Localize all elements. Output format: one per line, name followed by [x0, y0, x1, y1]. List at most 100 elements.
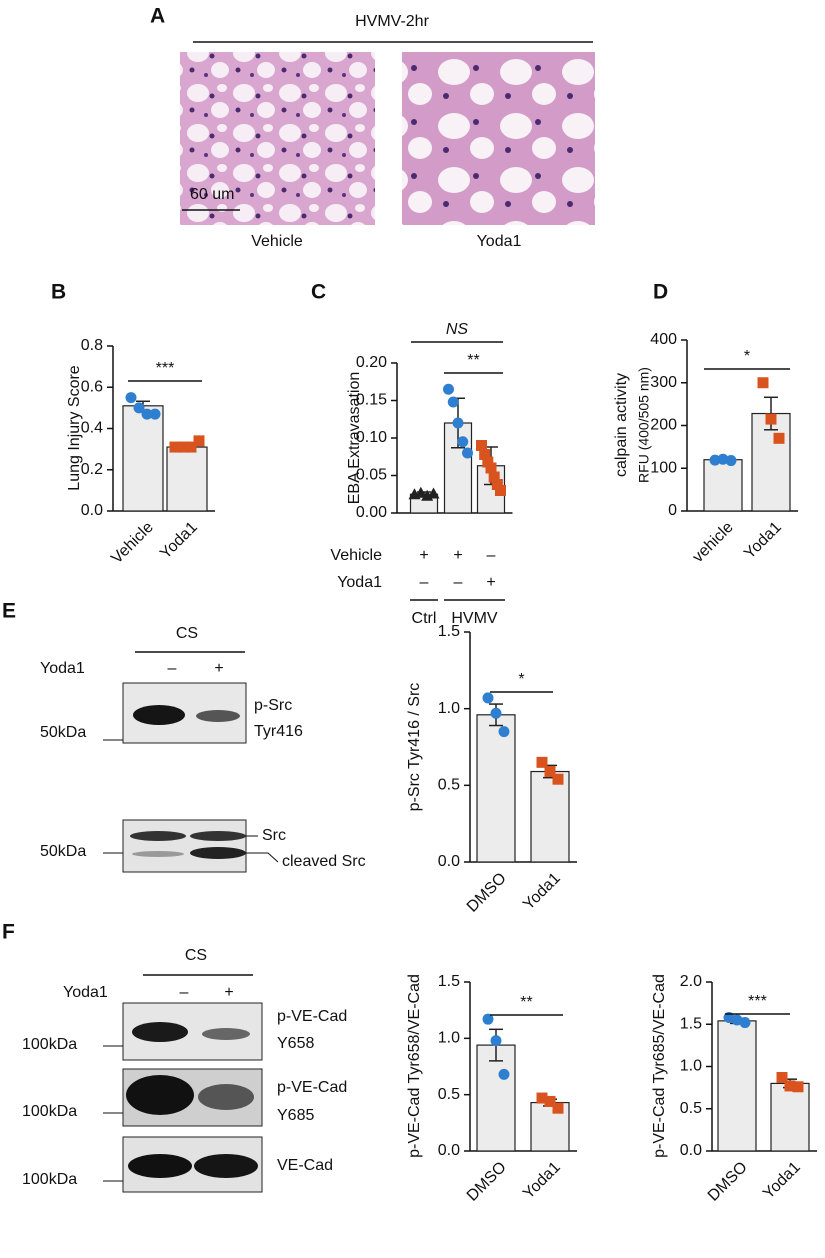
bar	[122, 405, 164, 512]
band	[190, 831, 246, 841]
data-point	[447, 396, 459, 408]
bar	[530, 770, 570, 863]
blot-sign: +	[214, 660, 223, 677]
data-point	[552, 1102, 564, 1114]
data-point	[427, 487, 440, 499]
y-tick-label: 1.0	[438, 1030, 460, 1047]
condition-sign: –	[420, 574, 429, 591]
data-point	[457, 436, 469, 448]
y-tick-label: 0.0	[81, 502, 103, 519]
data-point	[739, 1017, 751, 1029]
image-label: Vehicle	[251, 233, 303, 250]
significance-label: *	[744, 348, 750, 365]
blot-treatment: Yoda1	[63, 984, 108, 1001]
panel-label: A	[150, 5, 165, 28]
data-point	[552, 773, 564, 785]
panel-label: B	[51, 281, 66, 304]
y-axis-label: calpain activity	[613, 373, 630, 477]
y-tick-label: 300	[650, 374, 677, 391]
y-axis-label: p-VE-Cad Tyr658/VE-Cad	[406, 974, 423, 1158]
data-point	[536, 756, 548, 768]
y-tick-label: 1.5	[438, 973, 460, 990]
significance-label: NS	[446, 321, 469, 338]
y-tick-label: 1.0	[438, 700, 460, 717]
band-label: cleaved Src	[282, 853, 366, 870]
bar	[770, 1082, 810, 1152]
band	[132, 851, 184, 857]
data-point	[482, 1013, 494, 1025]
data-point	[490, 1035, 502, 1047]
data-point	[479, 449, 491, 460]
y-tick-label: 0.0	[438, 1142, 460, 1159]
y-tick-label: 0.2	[81, 461, 103, 478]
significance-label: *	[518, 671, 524, 688]
data-point	[709, 454, 721, 466]
band	[132, 1022, 188, 1042]
x-tick-label: Vehicle	[108, 519, 157, 568]
data-point	[462, 447, 473, 459]
histology-image	[402, 52, 595, 225]
blot-header: CS	[176, 625, 198, 642]
y-tick-label: 0.15	[356, 392, 387, 409]
band-label: Src	[262, 827, 286, 844]
x-tick-label: Yoda1	[760, 1159, 804, 1203]
bar	[476, 714, 516, 863]
band	[130, 831, 186, 841]
y-tick-label: 0.20	[356, 354, 387, 371]
y-axis-label: p-VE-Cad Tyr685/VE-Cad	[651, 974, 668, 1158]
data-point	[177, 441, 189, 453]
y-axis-label: EBA Extravasation	[346, 372, 363, 505]
histology-image	[180, 52, 375, 225]
band-label: VE-Cad	[277, 1157, 333, 1174]
data-point	[141, 408, 153, 420]
data-point	[792, 1081, 804, 1093]
data-point	[490, 707, 502, 719]
y-tick-label: 2.0	[680, 973, 702, 990]
band	[190, 847, 246, 859]
histology-title: HVMV-2hr	[355, 13, 429, 30]
x-tick-label: DMSO	[705, 1159, 751, 1205]
data-point	[443, 383, 454, 395]
band	[126, 1075, 194, 1115]
y-tick-label: 1.5	[680, 1015, 702, 1032]
x-tick-label: vehicle	[690, 519, 737, 566]
data-point	[498, 1068, 510, 1080]
data-point	[536, 1092, 548, 1104]
y-axis-label: p-Src Tyr416 / Src	[406, 683, 423, 812]
y-tick-label: 1.5	[438, 623, 460, 640]
y-axis-label: Lung Injury Score	[66, 365, 83, 491]
data-point	[414, 486, 427, 498]
data-point	[544, 1095, 556, 1107]
condition-sign: +	[419, 547, 428, 564]
y-tick-label: 1.0	[680, 1058, 702, 1075]
mw-marker: 100kDa	[22, 1036, 77, 1053]
band	[202, 1028, 250, 1040]
bar	[166, 446, 208, 512]
data-point	[193, 435, 205, 447]
x-tick-label: DMSO	[464, 870, 510, 916]
data-point	[784, 1080, 796, 1092]
x-tick-label: Yoda1	[157, 519, 201, 563]
y-tick-label: 0.10	[356, 429, 387, 446]
group-label: HVMV	[451, 610, 498, 627]
y-tick-label: 0.4	[81, 420, 103, 437]
y-tick-label: 100	[650, 459, 677, 476]
y-tick-label: 0.0	[438, 853, 460, 870]
band	[194, 1154, 258, 1178]
band-label: Y658	[277, 1035, 314, 1052]
data-point	[757, 377, 769, 389]
condition-sign: –	[454, 574, 463, 591]
label-line	[246, 852, 279, 863]
y-tick-label: 0.5	[438, 1086, 460, 1103]
data-point	[125, 392, 137, 404]
y-tick-label: 0.8	[81, 337, 103, 354]
data-point	[495, 485, 506, 496]
data-point	[133, 402, 145, 414]
band-label: p-Src	[254, 697, 292, 714]
significance-label: **	[520, 994, 532, 1011]
data-point	[491, 479, 503, 490]
y-tick-label: 0.6	[81, 378, 103, 395]
y-tick-label: 200	[650, 417, 677, 434]
bar	[703, 459, 743, 512]
